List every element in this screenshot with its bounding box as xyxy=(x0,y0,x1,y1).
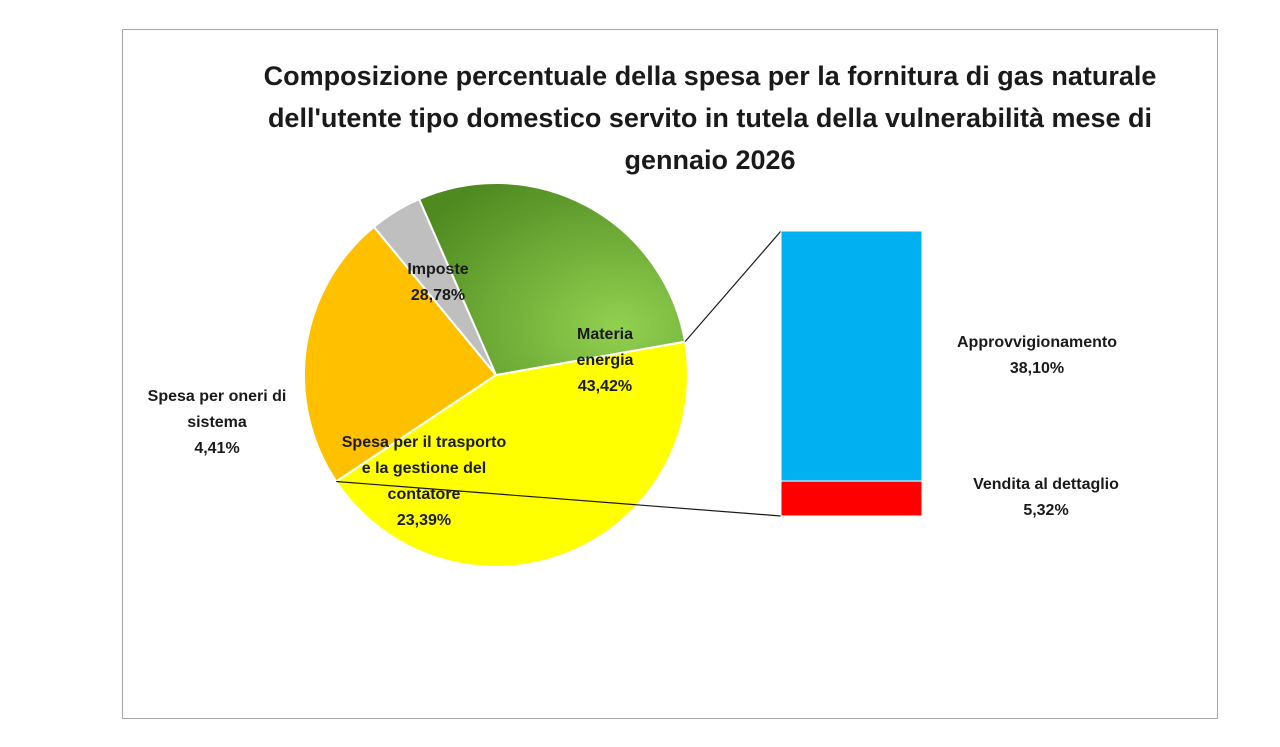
connector-line-top xyxy=(684,230,782,343)
pie-slice-spesa-per-il-trasporto-e-la-gestione-del-contatore xyxy=(302,225,498,483)
data-labels: Materia energia 43,42% Spesa per il traspor… xyxy=(148,261,1119,529)
pie-slice-materia-energia xyxy=(334,340,689,568)
chart-title: Composizione percentuale della spesa per… xyxy=(263,61,1157,175)
connector-line-bottom xyxy=(336,480,782,517)
pie-label-imposte: Imposte 28,78% xyxy=(407,261,468,304)
pie-label-spesa-per-oneri-di-sistema: Spesa per oneri di sistema 4,41% xyxy=(148,388,287,457)
connector-lines xyxy=(336,230,782,517)
breakdown-bar xyxy=(780,230,923,517)
pie-label-materia-energia: Materia energia 43,42% xyxy=(577,326,634,395)
pie-slice-imposte xyxy=(417,182,687,377)
bar-segment-approvvigionamento xyxy=(780,230,923,482)
pie xyxy=(302,182,689,568)
pie-label-spesa-per-il-trasporto-e-la-gestione-del-contatore: Spesa per il trasporto e la gestione del c… xyxy=(342,434,507,529)
bar-label-approvvigionamento: Approvvigionamento 38,10% xyxy=(957,334,1117,377)
bar-label-vendita-al-dettaglio: Vendita al dettaglio 5,32% xyxy=(973,476,1119,519)
bar-segment-vendita-al-dettaglio xyxy=(780,480,923,517)
